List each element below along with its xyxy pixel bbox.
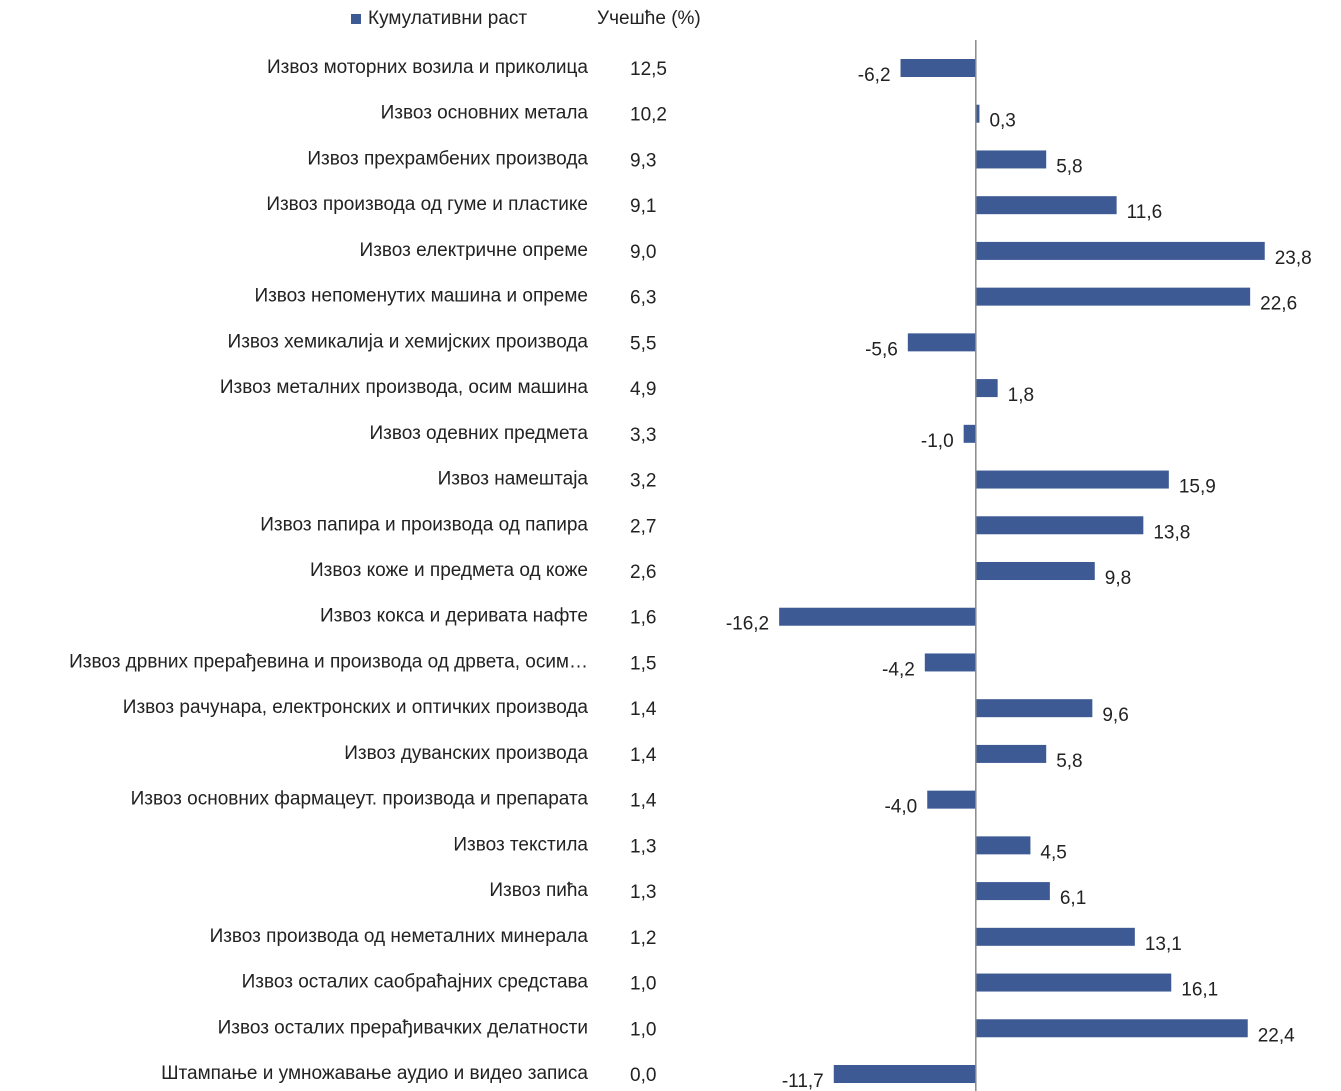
- bar: [975, 882, 1050, 901]
- value-label: -5,6: [865, 339, 898, 360]
- bar: [975, 196, 1117, 215]
- bar: [975, 1019, 1248, 1038]
- value-label: -4,2: [882, 659, 915, 680]
- value-label: 4,5: [1040, 842, 1066, 863]
- bar: [975, 744, 1047, 763]
- share-value: 1,3: [630, 836, 656, 857]
- value-label: 0,3: [989, 111, 1015, 132]
- legend-label: Кумулативни раст: [368, 8, 527, 29]
- share-value: 10,2: [630, 105, 667, 126]
- share-value: 4,9: [630, 379, 656, 400]
- value-label: -1,0: [921, 431, 954, 452]
- bar: [975, 699, 1093, 718]
- value-label: 22,6: [1260, 294, 1297, 315]
- legend-swatch: [351, 14, 361, 24]
- category-label: Извоз основних метала: [381, 103, 589, 124]
- bar: [975, 150, 1047, 169]
- bar: [975, 927, 1135, 946]
- share-value: 1,0: [630, 1019, 656, 1040]
- value-label: 1,8: [1008, 385, 1034, 406]
- category-label: Извоз дрвних прерађевина и производа од …: [69, 651, 588, 672]
- category-label: Извоз пића: [489, 880, 588, 901]
- category-label: Извоз електричне опреме: [360, 240, 588, 261]
- share-value: 9,0: [630, 242, 656, 263]
- value-label: -16,2: [726, 614, 769, 635]
- value-label: -4,0: [884, 797, 917, 818]
- category-label: Извоз непоменутих машина и опреме: [254, 286, 588, 307]
- category-label: Извоз дуванских производа: [344, 743, 588, 764]
- share-value: 3,2: [630, 471, 656, 492]
- bar: [963, 424, 976, 443]
- category-label: Извоз производа од гуме и пластике: [266, 194, 588, 215]
- share-header: Учешће (%): [597, 8, 701, 29]
- share-value: 1,4: [630, 699, 657, 720]
- bar: [975, 287, 1251, 306]
- share-value: 5,5: [630, 333, 656, 354]
- share-value: 9,3: [630, 150, 656, 171]
- share-value: 1,4: [630, 745, 657, 766]
- share-value: 12,5: [630, 59, 667, 80]
- value-label: 23,8: [1275, 248, 1312, 269]
- bar: [975, 241, 1265, 260]
- bar: [975, 104, 980, 123]
- value-label: 11,6: [1127, 202, 1163, 223]
- category-label: Извоз моторних возила и приколица: [267, 57, 588, 78]
- category-label: Штампање и умножавање аудио и видео запи…: [161, 1063, 588, 1084]
- bar: [900, 59, 976, 77]
- category-label: Извоз осталих саобраћајних средстава: [242, 972, 589, 993]
- category-label: Извоз коже и предмета од коже: [310, 560, 588, 581]
- share-value: 1,5: [630, 653, 656, 674]
- category-label: Извоз рачунара, електронских и оптичких …: [123, 697, 589, 718]
- bar: [975, 562, 1095, 580]
- value-label: -6,2: [858, 65, 891, 86]
- bar: [975, 973, 1172, 992]
- bar: [779, 607, 976, 626]
- category-label: Извоз намештаја: [438, 469, 589, 490]
- value-label: -11,7: [782, 1071, 824, 1091]
- share-value: 1,4: [630, 791, 657, 812]
- value-label: 9,8: [1105, 568, 1131, 589]
- value-label: 5,8: [1056, 156, 1082, 177]
- value-label: 13,8: [1153, 522, 1190, 543]
- category-label: Извоз осталих прерађивачких делатности: [218, 1017, 588, 1038]
- bar: [975, 516, 1144, 535]
- share-value: 1,0: [630, 974, 656, 995]
- category-label: Извоз хемикалија и хемијских производа: [228, 331, 589, 352]
- bar: [833, 1065, 976, 1083]
- category-label: Извоз папира и производа од папира: [260, 514, 588, 535]
- share-value: 1,6: [630, 608, 656, 629]
- category-label: Извоз металних производа, осим машина: [220, 377, 589, 398]
- value-label: 22,4: [1258, 1025, 1295, 1046]
- share-value: 0,0: [630, 1065, 656, 1086]
- value-label: 16,1: [1181, 980, 1218, 1001]
- share-value: 2,7: [630, 516, 656, 537]
- bar: [975, 470, 1169, 489]
- category-label: Извоз основних фармацеут. производа и пр…: [131, 789, 589, 810]
- value-label: 5,8: [1056, 751, 1082, 772]
- value-label: 9,6: [1102, 705, 1128, 726]
- share-value: 1,2: [630, 928, 656, 949]
- share-value: 6,3: [630, 288, 656, 309]
- value-label: 6,1: [1060, 888, 1086, 909]
- category-label: Извоз одевних предмета: [369, 423, 588, 444]
- category-label: Извоз текстила: [453, 834, 588, 855]
- share-value: 1,3: [630, 882, 656, 903]
- bar: [907, 333, 976, 352]
- category-label: Извоз кокса и деривата нафте: [320, 606, 588, 627]
- value-label: 15,9: [1179, 477, 1216, 498]
- bar: [975, 836, 1031, 855]
- value-label: 13,1: [1145, 934, 1182, 955]
- share-value: 3,3: [630, 425, 656, 446]
- bar: [924, 653, 976, 672]
- share-value: 2,6: [630, 562, 656, 583]
- category-label: Извоз производа од неметалних минерала: [210, 926, 589, 947]
- bar: [975, 379, 998, 398]
- share-value: 9,1: [630, 196, 656, 217]
- category-label: Извоз прехрамбених производа: [307, 148, 588, 169]
- bar: [927, 790, 976, 809]
